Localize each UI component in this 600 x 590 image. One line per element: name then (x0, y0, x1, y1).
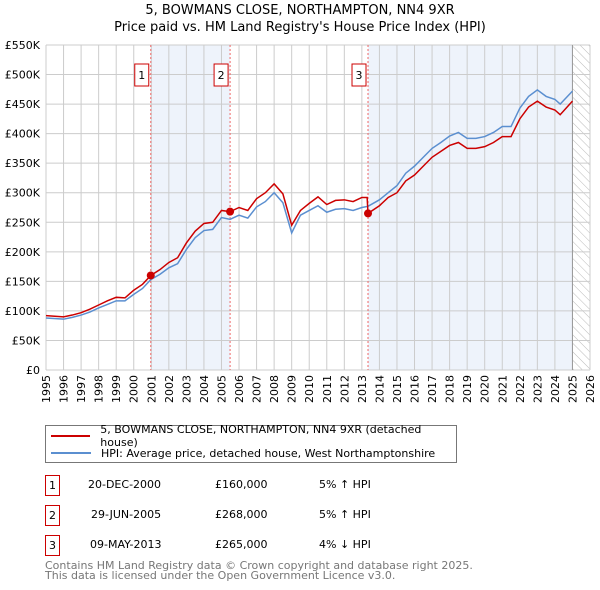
price-line (45, 100, 574, 318)
sale-label: 2 (218, 69, 225, 82)
x-tick-label: 2013 (356, 375, 369, 403)
shaded-range (368, 45, 573, 370)
x-tick-label: 2017 (426, 375, 439, 403)
y-tick-label: £100K (5, 305, 41, 318)
y-tick-label: £0 (26, 364, 40, 377)
sale-date: 29-JUN-2005 (91, 508, 162, 521)
x-tick-label: 2012 (338, 375, 351, 403)
x-tick-label: 2008 (268, 375, 281, 403)
sale-date: 20-DEC-2000 (88, 478, 162, 491)
forecast-hatch (572, 45, 590, 370)
x-tick-label: 2016 (409, 375, 422, 403)
sale-label-box (351, 63, 367, 87)
sale-number: 3 (45, 535, 60, 556)
y-tick-label: £200K (5, 246, 41, 259)
y-tick-label: £250K (5, 216, 41, 229)
legend-hpi-swatch (51, 452, 91, 454)
x-tick-label: 2004 (198, 375, 211, 403)
sale-label: 1 (138, 69, 145, 82)
x-tick-label: 2018 (444, 375, 457, 403)
x-tick-label: 2026 (584, 375, 597, 403)
x-tick-label: 2020 (479, 375, 492, 403)
x-tick-label: 2001 (145, 375, 158, 403)
sale-price: £268,000 (215, 508, 268, 521)
chart: £0 £50K £100K £150K £200K £250K £300K £350K £400… (5, 39, 597, 403)
x-tick-label: 2024 (549, 375, 562, 403)
y-tick-label: £550K (5, 39, 41, 52)
sale-point (226, 207, 235, 216)
footer-line2: This data is licensed under the Open Gov… (45, 569, 396, 582)
chart-subtitle: Price paid vs. HM Land Registry's House … (114, 20, 486, 35)
x-tick-label: 1996 (58, 375, 71, 403)
sale-hpi-diff: 5% ↑ HPI (319, 508, 371, 521)
sale-point (364, 209, 373, 218)
x-tick-label: 2015 (391, 375, 404, 403)
x-tick-label: 2019 (461, 375, 474, 403)
sale-hpi-diff: 4% ↓ HPI (319, 538, 371, 551)
x-tick-label: 2014 (373, 375, 386, 403)
x-tick-label: 1995 (40, 375, 53, 403)
x-tick-label: 2021 (496, 375, 509, 403)
y-tick-label: £450K (5, 98, 41, 111)
chart-title: 5, BOWMANS CLOSE, NORTHAMPTON, NN4 9XR (145, 3, 455, 18)
footer-line1: Contains HM Land Registry data © Crown c… (45, 559, 473, 572)
x-tick-label: 2025 (566, 375, 579, 403)
sale-price: £160,000 (215, 478, 268, 491)
x-tick-label: 2006 (233, 375, 246, 403)
y-tick-label: £500K (5, 69, 41, 82)
x-tick-label: 2023 (531, 375, 544, 403)
legend-price-label: 5, BOWMANS CLOSE, NORTHAMPTON, NN4 9XR (… (100, 423, 422, 449)
sale-date: 09-MAY-2013 (90, 538, 162, 551)
sale-label-box (134, 63, 150, 87)
sale-hpi-diff: 5% ↑ HPI (319, 478, 371, 491)
x-tick-label: 2009 (286, 375, 299, 403)
sale-number: 2 (45, 505, 60, 526)
y-tick-label: £300K (5, 187, 41, 200)
legend-hpi-label: HPI: Average price, detached house, West… (101, 446, 436, 460)
sale-point (146, 271, 155, 280)
x-tick-label: 1998 (93, 375, 106, 403)
sale-label: 3 (356, 69, 363, 82)
sale-number: 1 (45, 475, 60, 496)
y-tick-label: £350K (5, 157, 41, 170)
shaded-range (150, 45, 231, 370)
x-tick-label: 2000 (128, 375, 141, 403)
x-tick-label: 1997 (75, 375, 88, 403)
x-tick-label: 1999 (110, 375, 123, 403)
x-tick-label: 2011 (321, 375, 334, 403)
hpi-line (45, 88, 573, 320)
x-tick-label: 2022 (514, 375, 527, 403)
x-tick-label: 2007 (251, 375, 264, 403)
sale-price: £265,000 (215, 538, 268, 551)
y-tick-label: £150K (5, 275, 41, 288)
x-tick-label: 2003 (180, 375, 193, 403)
y-tick-label: £400K (5, 128, 41, 141)
legend-price-swatch (51, 435, 91, 437)
sale-label-box (213, 63, 229, 87)
y-tick-label: £50K (12, 334, 41, 347)
x-tick-label: 2002 (163, 375, 176, 403)
legend: 5, BOWMANS CLOSE, NORTHAMPTON, NN4 9XR (… (45, 423, 457, 463)
x-tick-label: 2005 (215, 375, 228, 403)
x-tick-label: 2010 (303, 375, 316, 403)
